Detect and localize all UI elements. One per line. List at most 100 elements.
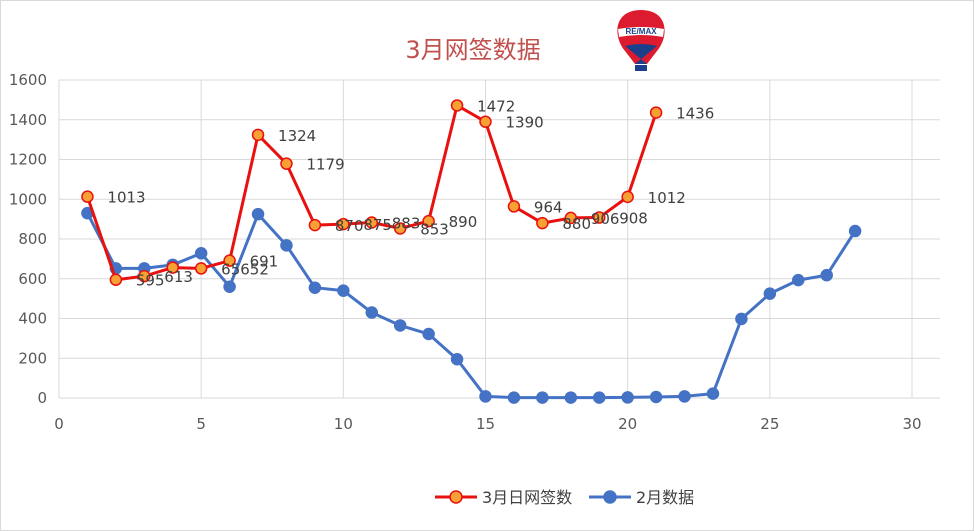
data-label: 1472	[477, 97, 515, 115]
y-tick-label: 400	[18, 310, 47, 328]
data-label: 1324	[278, 127, 316, 145]
data-point	[621, 190, 634, 204]
data-point	[422, 327, 435, 341]
data-point	[507, 391, 521, 404]
data-point	[848, 224, 862, 238]
data-point	[735, 312, 748, 326]
data-point	[422, 214, 435, 228]
data-label: 1013	[107, 189, 145, 207]
data-point	[337, 217, 350, 231]
series-2	[81, 206, 862, 404]
data-point	[194, 247, 208, 260]
data-point	[251, 207, 265, 221]
legend-marker	[603, 490, 617, 504]
legend-item: 2月数据	[589, 488, 694, 507]
data-label: 1012	[648, 189, 686, 207]
x-tick-label: 10	[334, 415, 353, 433]
data-point	[536, 216, 549, 230]
data-point	[450, 99, 464, 112]
legend: 3月日网签数 2月数据	[435, 488, 694, 507]
data-point	[138, 269, 151, 283]
data-point	[649, 106, 663, 119]
series-line	[86, 103, 658, 282]
data-point	[337, 284, 350, 297]
x-tick-label: 20	[618, 415, 637, 433]
data-label: 1436	[676, 105, 714, 123]
legend-item: 3月日网签数	[435, 488, 572, 507]
x-tick-label: 15	[476, 415, 495, 433]
data-point	[564, 391, 578, 404]
x-tick-label: 5	[196, 415, 206, 433]
y-tick-label: 600	[18, 270, 47, 288]
data-point	[308, 218, 322, 232]
y-tick-label: 1200	[9, 151, 47, 169]
data-point	[820, 268, 833, 282]
data-point	[536, 391, 549, 404]
data-label: 883	[392, 215, 421, 233]
data-label: 964	[534, 198, 563, 216]
data-point	[109, 273, 123, 286]
legend-label: 2月数据	[636, 488, 694, 507]
data-label: 870	[335, 217, 364, 235]
data-label: 691	[250, 253, 279, 271]
data-point	[507, 200, 521, 213]
y-tick-label: 1400	[9, 111, 47, 129]
data-point	[251, 128, 265, 142]
data-label: 906	[591, 210, 620, 228]
data-point	[792, 273, 805, 287]
y-tick-label: 200	[18, 349, 47, 367]
legend-label: 3月日网签数	[482, 488, 572, 507]
data-point	[81, 190, 94, 203]
legend-marker	[449, 490, 463, 504]
data-point	[592, 211, 606, 224]
y-tick-label: 1000	[9, 190, 47, 208]
data-point	[365, 216, 379, 229]
logo-text: RE/MAX	[625, 27, 657, 36]
grid-lines	[58, 79, 940, 399]
data-point	[706, 387, 720, 400]
x-tick-label: 30	[902, 415, 921, 433]
data-label: 613	[164, 268, 193, 286]
data-label: 853	[420, 220, 449, 238]
chart-title: 3月网签数据	[405, 36, 540, 64]
x-tick-label: 0	[54, 415, 64, 433]
data-label: 880	[562, 215, 591, 233]
data-point	[393, 222, 407, 235]
data-point	[223, 280, 236, 293]
y-tick-label: 1600	[9, 71, 47, 89]
data-label: 875	[363, 216, 392, 234]
series-line	[86, 212, 857, 400]
data-label: 595	[136, 272, 165, 290]
data-point	[450, 352, 464, 366]
data-point	[365, 306, 379, 319]
data-point	[592, 391, 606, 404]
data-point	[280, 239, 293, 252]
data-point	[166, 261, 179, 274]
data-point	[308, 281, 322, 294]
data-label: 908	[619, 210, 648, 228]
data-point	[678, 390, 691, 403]
data-point	[621, 391, 634, 404]
data-point	[393, 319, 407, 332]
y-tick-label: 0	[37, 389, 47, 407]
x-tick-label: 25	[760, 415, 779, 433]
data-point	[564, 211, 578, 225]
data-point	[223, 254, 236, 267]
axis-tick-labels: 0 200 400 600 800 1000 1200 1400 1600 0 5 10 15 20 25 3…	[9, 71, 922, 433]
data-label: 65652	[221, 260, 269, 278]
data-label: 1179	[306, 156, 344, 174]
data-point	[280, 157, 293, 170]
data-point	[479, 115, 492, 128]
data-point	[194, 262, 208, 275]
remax-balloon-logo: RE/MAX	[617, 10, 665, 71]
data-point	[763, 287, 777, 300]
data-point	[479, 390, 492, 403]
y-tick-label: 800	[18, 230, 47, 248]
data-label: 890	[449, 213, 478, 231]
data-label: 1390	[506, 114, 544, 132]
data-point	[649, 390, 663, 404]
